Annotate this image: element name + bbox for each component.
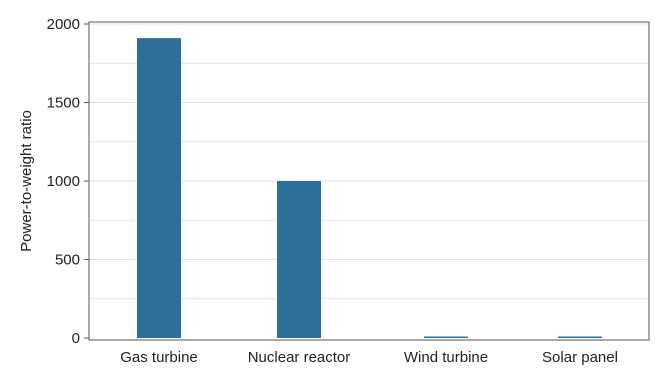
y-tick-label: 500 <box>55 252 80 269</box>
y-axis-ticks: 0 500 1000 1500 2000 <box>47 16 89 347</box>
y-tick-label: 1000 <box>47 173 80 190</box>
y-tick-label: 1500 <box>47 95 80 112</box>
x-tick-label: Wind turbine <box>404 349 488 366</box>
y-tick-label: 0 <box>72 330 80 347</box>
bar-gas-turbine <box>137 38 181 338</box>
x-tick-label: Nuclear reactor <box>248 349 351 366</box>
x-tick-label: Solar panel <box>542 349 618 366</box>
bar-solar-panel <box>558 336 602 338</box>
grid-lines <box>90 23 648 300</box>
x-axis-ticks: Gas turbine Nuclear reactor Wind turbine So… <box>120 349 618 366</box>
bar-wind-turbine <box>424 336 468 338</box>
y-axis-label: Power-to-weight ratio <box>18 110 35 252</box>
bar-nuclear-reactor <box>277 181 321 338</box>
y-tick-label: 2000 <box>47 16 80 33</box>
x-tick-label: Gas turbine <box>120 349 198 366</box>
bars <box>137 38 602 338</box>
